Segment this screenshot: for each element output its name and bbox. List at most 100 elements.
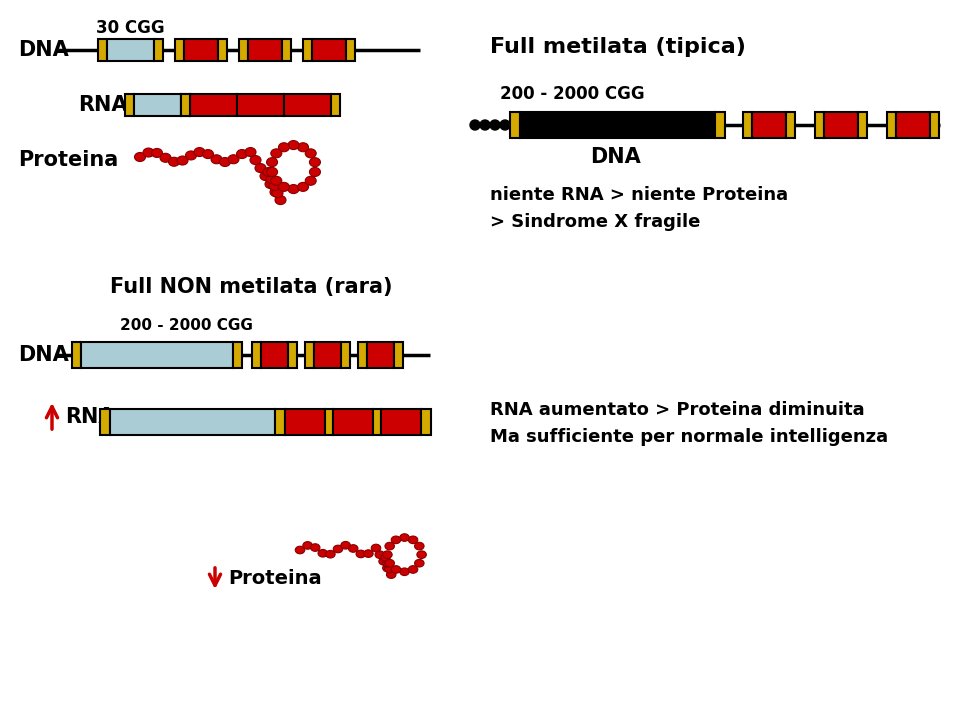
Bar xyxy=(181,94,190,116)
Ellipse shape xyxy=(275,195,286,204)
Ellipse shape xyxy=(333,545,343,553)
Bar xyxy=(341,342,350,368)
Ellipse shape xyxy=(356,550,366,558)
Ellipse shape xyxy=(375,551,385,558)
Ellipse shape xyxy=(302,541,312,549)
Text: Full NON metilata (rara): Full NON metilata (rara) xyxy=(110,277,393,297)
Ellipse shape xyxy=(387,571,396,578)
Ellipse shape xyxy=(318,549,327,557)
Ellipse shape xyxy=(278,142,290,152)
Ellipse shape xyxy=(236,149,248,159)
Bar xyxy=(134,94,181,116)
Ellipse shape xyxy=(296,546,304,554)
Ellipse shape xyxy=(169,157,180,166)
Text: DNA: DNA xyxy=(18,40,69,60)
Text: 200 - 2000 CGG: 200 - 2000 CGG xyxy=(500,85,644,103)
Ellipse shape xyxy=(194,147,205,157)
Ellipse shape xyxy=(383,564,392,572)
Bar xyxy=(305,342,314,368)
Bar xyxy=(786,112,795,138)
Ellipse shape xyxy=(228,155,239,164)
Text: Ma sufficiente per normale intelligenza: Ma sufficiente per normale intelligenza xyxy=(490,428,888,446)
Ellipse shape xyxy=(250,156,261,164)
Bar xyxy=(887,112,896,138)
Bar xyxy=(72,342,81,368)
Bar xyxy=(175,39,184,61)
Text: > Sindrome X fragile: > Sindrome X fragile xyxy=(490,213,701,231)
Bar xyxy=(381,409,421,435)
Bar xyxy=(237,94,284,116)
Ellipse shape xyxy=(185,151,197,160)
Ellipse shape xyxy=(379,558,389,565)
Bar xyxy=(275,409,285,435)
Bar xyxy=(154,39,163,61)
Ellipse shape xyxy=(211,155,222,164)
Bar xyxy=(190,94,237,116)
Bar xyxy=(896,112,930,138)
Bar xyxy=(285,409,325,435)
Text: DNA: DNA xyxy=(589,147,640,167)
Ellipse shape xyxy=(310,544,320,551)
Ellipse shape xyxy=(263,168,274,176)
Ellipse shape xyxy=(399,534,409,541)
Bar xyxy=(333,409,373,435)
Bar xyxy=(100,409,110,435)
Ellipse shape xyxy=(288,140,299,149)
Ellipse shape xyxy=(298,142,308,152)
Ellipse shape xyxy=(383,559,392,567)
Bar xyxy=(325,409,333,435)
Ellipse shape xyxy=(288,185,299,194)
Ellipse shape xyxy=(392,565,400,573)
Ellipse shape xyxy=(298,183,308,191)
Text: DNA: DNA xyxy=(18,345,69,365)
Bar xyxy=(288,342,297,368)
Bar xyxy=(743,112,752,138)
Bar xyxy=(107,39,154,61)
Bar xyxy=(715,112,725,138)
Bar xyxy=(184,39,218,61)
Bar xyxy=(824,112,858,138)
Bar xyxy=(110,409,275,435)
Text: RNA: RNA xyxy=(78,95,128,115)
Circle shape xyxy=(480,120,490,130)
Ellipse shape xyxy=(392,536,400,544)
Ellipse shape xyxy=(160,153,171,162)
Ellipse shape xyxy=(203,149,213,159)
Bar xyxy=(303,39,312,61)
Ellipse shape xyxy=(272,188,283,197)
Bar xyxy=(233,342,242,368)
Circle shape xyxy=(470,120,480,130)
Bar xyxy=(520,112,715,138)
Bar xyxy=(284,94,331,116)
Ellipse shape xyxy=(385,542,395,550)
Ellipse shape xyxy=(309,158,321,166)
Ellipse shape xyxy=(383,551,392,558)
Ellipse shape xyxy=(305,149,316,158)
Ellipse shape xyxy=(255,164,266,173)
Bar xyxy=(239,39,248,61)
Bar xyxy=(858,112,867,138)
Ellipse shape xyxy=(220,157,230,166)
Ellipse shape xyxy=(325,551,335,558)
Ellipse shape xyxy=(372,544,381,552)
Bar xyxy=(421,409,431,435)
Ellipse shape xyxy=(309,168,321,176)
Bar xyxy=(346,39,355,61)
Ellipse shape xyxy=(267,168,277,176)
Ellipse shape xyxy=(305,176,316,185)
Bar xyxy=(252,342,261,368)
Bar xyxy=(312,39,346,61)
Ellipse shape xyxy=(399,568,409,575)
Text: 200 - 2000 CGG: 200 - 2000 CGG xyxy=(120,318,252,333)
Ellipse shape xyxy=(134,152,146,161)
Bar xyxy=(331,94,340,116)
Ellipse shape xyxy=(260,171,271,180)
Bar xyxy=(314,342,341,368)
Ellipse shape xyxy=(269,182,280,190)
Ellipse shape xyxy=(341,541,350,549)
Bar xyxy=(815,112,824,138)
Bar xyxy=(81,342,233,368)
Bar xyxy=(125,94,134,116)
Text: niente RNA > niente Proteina: niente RNA > niente Proteina xyxy=(490,186,788,204)
Bar xyxy=(261,342,288,368)
